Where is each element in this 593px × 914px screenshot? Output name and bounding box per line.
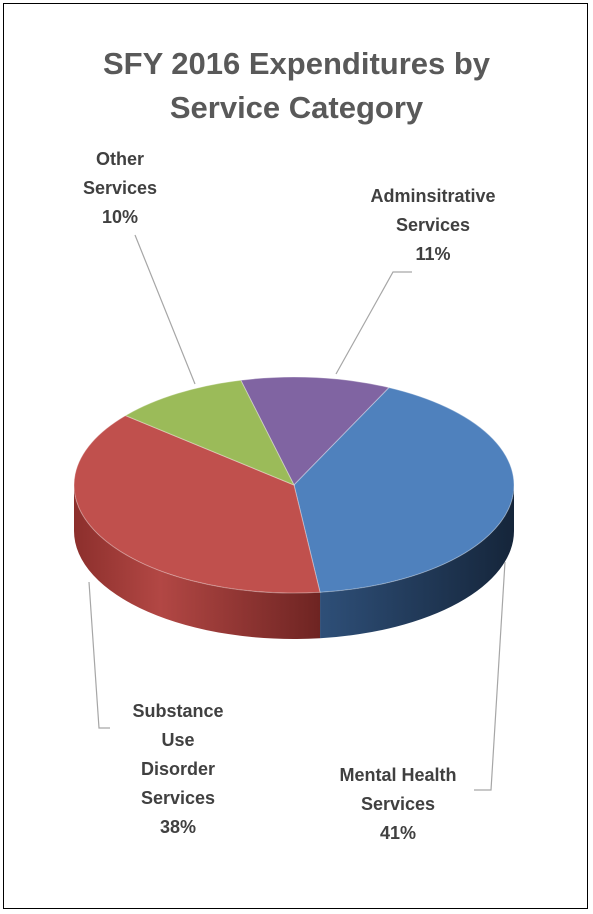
- pie-side-2: [320, 485, 514, 639]
- leader-line-1: [335, 271, 412, 375]
- pie-slice-2: [293, 387, 515, 593]
- slice-name-label-3: Disorder: [141, 759, 215, 779]
- slice-name-label-3: Use: [161, 730, 194, 750]
- pie-sides: [74, 485, 514, 640]
- slice-percent-label-1: 11%: [415, 244, 450, 264]
- pie-slices: [73, 376, 515, 594]
- slice-name-label-2: Services: [361, 794, 435, 814]
- chart-title-line-2: Service Category: [169, 90, 424, 125]
- slice-name-label-3: Services: [141, 788, 215, 808]
- pie-slice-3: [73, 415, 321, 594]
- slice-name-label-2: Mental Health: [339, 765, 456, 785]
- slice-name-label-1: Adminsitrative: [370, 186, 495, 206]
- pie-slice-4: [124, 379, 296, 486]
- slice-labels: Adminsitrative Services 11% Mental Health Se…: [83, 149, 496, 843]
- slice-name-label-3: Substance: [132, 701, 223, 721]
- leader-line-2: [474, 561, 506, 791]
- slice-name-label-4: Other: [96, 149, 144, 169]
- pie-slice-1: [240, 376, 391, 486]
- slice-name-label-1: Services: [396, 215, 470, 235]
- leader-line-3: [88, 581, 110, 729]
- leader-line-4: [134, 234, 196, 385]
- pie-side-3: [74, 485, 321, 640]
- slice-percent-label-3: 38%: [160, 817, 196, 837]
- slice-percent-label-4: 10%: [102, 207, 138, 227]
- slice-percent-label-2: 41%: [380, 823, 416, 843]
- chart-title-line-1: SFY 2016 Expenditures by: [102, 46, 491, 81]
- slice-name-label-4: Services: [83, 178, 157, 198]
- chart-title: SFY 2016 Expenditures by Service Categor…: [0, 42, 593, 130]
- leader-lines: [88, 234, 506, 791]
